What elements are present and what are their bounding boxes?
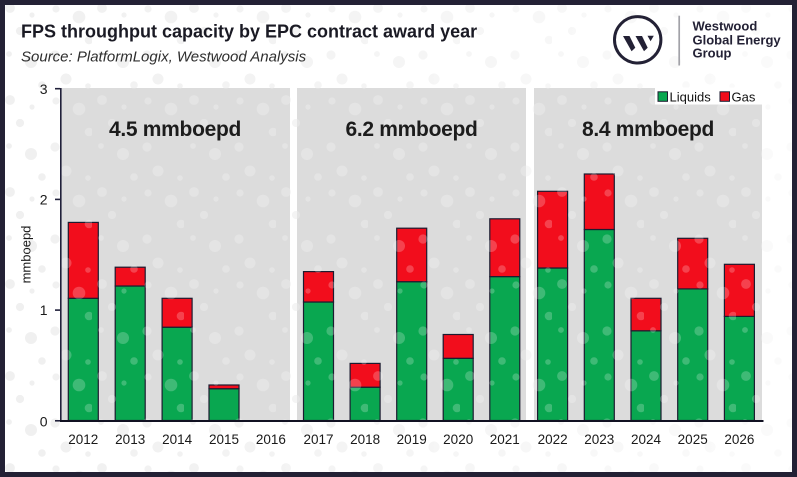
- svg-text:4.5 mmboepd: 4.5 mmboepd: [109, 118, 241, 141]
- svg-text:Liquids: Liquids: [670, 89, 712, 104]
- svg-text:Group: Group: [693, 46, 732, 61]
- svg-text:2021: 2021: [490, 432, 520, 447]
- svg-text:2: 2: [40, 192, 48, 208]
- svg-text:2012: 2012: [68, 432, 98, 447]
- svg-text:2018: 2018: [350, 432, 380, 447]
- svg-text:2026: 2026: [724, 432, 754, 447]
- svg-text:3: 3: [40, 81, 48, 97]
- svg-text:2025: 2025: [678, 432, 708, 447]
- svg-text:2020: 2020: [443, 432, 473, 447]
- svg-text:2022: 2022: [538, 432, 568, 447]
- svg-text:2024: 2024: [631, 432, 662, 447]
- svg-text:mmboepd: mmboepd: [19, 226, 34, 284]
- svg-text:Gas: Gas: [732, 89, 756, 104]
- svg-text:2023: 2023: [584, 432, 614, 447]
- svg-text:0: 0: [40, 413, 48, 429]
- svg-text:2016: 2016: [256, 432, 286, 447]
- svg-text:Source: PlatformLogix, Westwoo: Source: PlatformLogix, Westwood Analysis: [21, 49, 307, 66]
- svg-text:1: 1: [40, 302, 48, 318]
- svg-text:Westwood: Westwood: [693, 18, 758, 33]
- svg-text:8.4 mmboepd: 8.4 mmboepd: [582, 118, 714, 141]
- svg-text:2015: 2015: [209, 432, 239, 447]
- svg-text:FPS throughput capacity by EPC: FPS throughput capacity by EPC contract …: [21, 22, 477, 42]
- svg-text:6.2 mmboepd: 6.2 mmboepd: [345, 118, 477, 141]
- svg-text:2014: 2014: [162, 432, 193, 447]
- svg-text:Global Energy: Global Energy: [693, 32, 782, 47]
- svg-text:2013: 2013: [115, 432, 145, 447]
- svg-text:2017: 2017: [303, 432, 333, 447]
- svg-text:2019: 2019: [397, 432, 427, 447]
